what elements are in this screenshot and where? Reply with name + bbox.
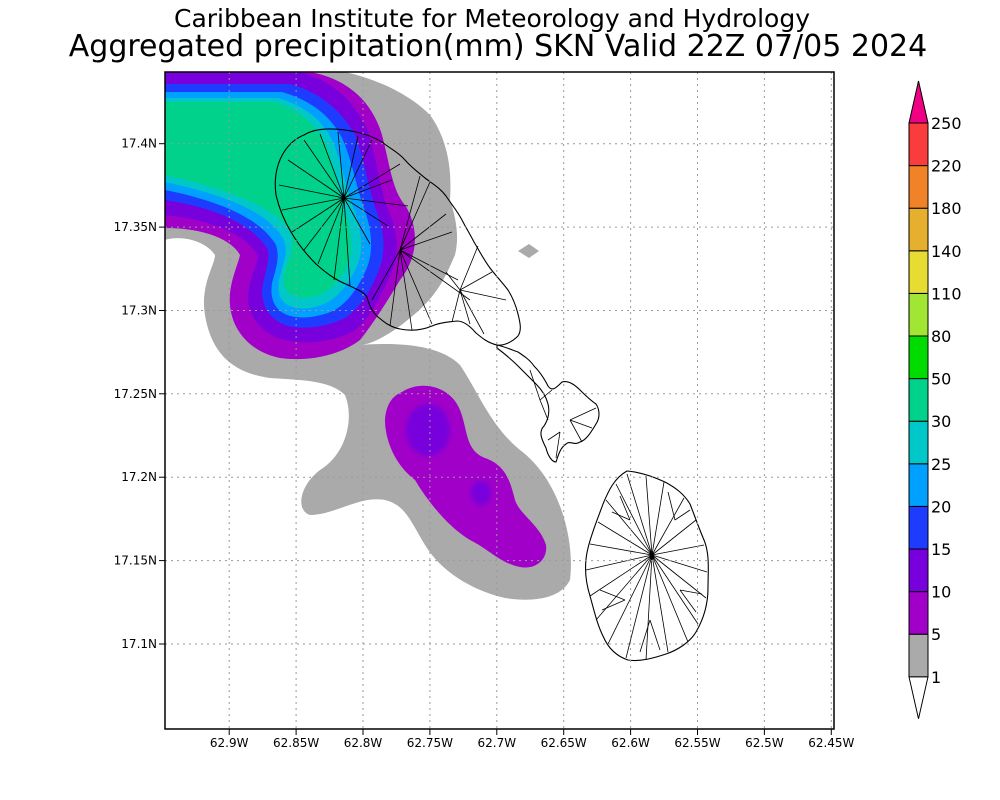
colorbar-level-label: 25 [931,455,951,474]
st-kitts-watersheds [278,131,597,459]
lat-tick-label: 17.2N [121,470,157,484]
colorbar-swatch [908,122,929,167]
island-nevis-coastline [585,470,709,662]
colorbar-over-arrow [908,80,929,124]
colorbar-level-label: 50 [931,370,951,389]
precip-area-10-15mm-south-a [406,404,450,456]
colorbar-level-label: 15 [931,540,951,559]
precip-area-1-5mm-islet [518,244,539,258]
colorbar-swatch [908,378,929,422]
colorbar-level-label: 20 [931,497,951,516]
colorbar-swatch [908,591,929,635]
lat-tick-label: 17.1N [121,637,157,651]
lon-tick-label: 62.75W [407,736,453,750]
colorbar-level-label: 80 [931,327,951,346]
colorbar-level-label: 1 [931,668,941,687]
colorbar-under-arrow [908,676,929,719]
colorbar-swatch [908,165,929,209]
colorbar-swatch [908,505,929,550]
colorbar-level-label: 10 [931,583,951,602]
islands-outline [274,128,709,662]
title-institute: Caribbean Institute for Meteorology and … [174,4,810,33]
colorbar-level-label: 250 [931,114,962,133]
colorbar-level-label: 30 [931,412,951,431]
colorbar-level-label: 110 [931,284,962,303]
lon-tick-label: 62.6W [611,736,650,750]
colorbar-level-label: 180 [931,199,962,218]
map-gridlines [165,72,834,729]
precip-area-10-15mm-south-b [471,481,491,505]
island-southeast-peninsula-coastline [496,344,600,463]
colorbar-swatch [908,207,929,252]
nevis-watersheds [585,473,708,661]
lon-tick-label: 62.45W [808,736,854,750]
lon-tick-label: 62.55W [674,736,720,750]
colorbar-swatch [908,420,929,465]
lat-tick-label: 17.4N [121,137,157,151]
map-plot-area: 17.4N 17.35N 17.3N 17.25N 17.2N 17.15N 17.1N 6… [114,71,855,750]
latitude-axis: 17.4N 17.35N 17.3N 17.25N 17.2N 17.15N 17.1N [114,137,165,651]
colorbar-swatch [908,292,929,337]
lon-tick-label: 62.85W [273,736,319,750]
lat-tick-label: 17.15N [114,554,157,568]
lon-tick-label: 62.8W [344,736,383,750]
colorbar-swatch [908,548,929,593]
colorbar-level-label: 220 [931,157,962,176]
colorbar-swatch [908,633,929,678]
colorbar-level-label: 140 [931,242,962,261]
longitude-axis: 62.9W 62.85W 62.8W 62.75W 62.7W 62.65W 62.6W 62… [210,729,855,750]
lon-tick-label: 62.5W [745,736,784,750]
title-product: Aggregated precipitation(mm) SKN Valid 2… [69,29,927,64]
colorbar-swatch [908,335,929,380]
lon-tick-label: 62.7W [478,736,517,750]
lat-tick-label: 17.25N [114,387,157,401]
lon-tick-label: 62.9W [210,736,249,750]
plot-frame [164,71,835,730]
lon-tick-label: 62.65W [541,736,587,750]
lat-tick-label: 17.35N [114,220,157,234]
colorbar-swatch [908,250,929,294]
colorbar-swatch [908,463,929,507]
lat-tick-label: 17.3N [121,304,157,318]
colorbar-level-label: 5 [931,625,941,644]
